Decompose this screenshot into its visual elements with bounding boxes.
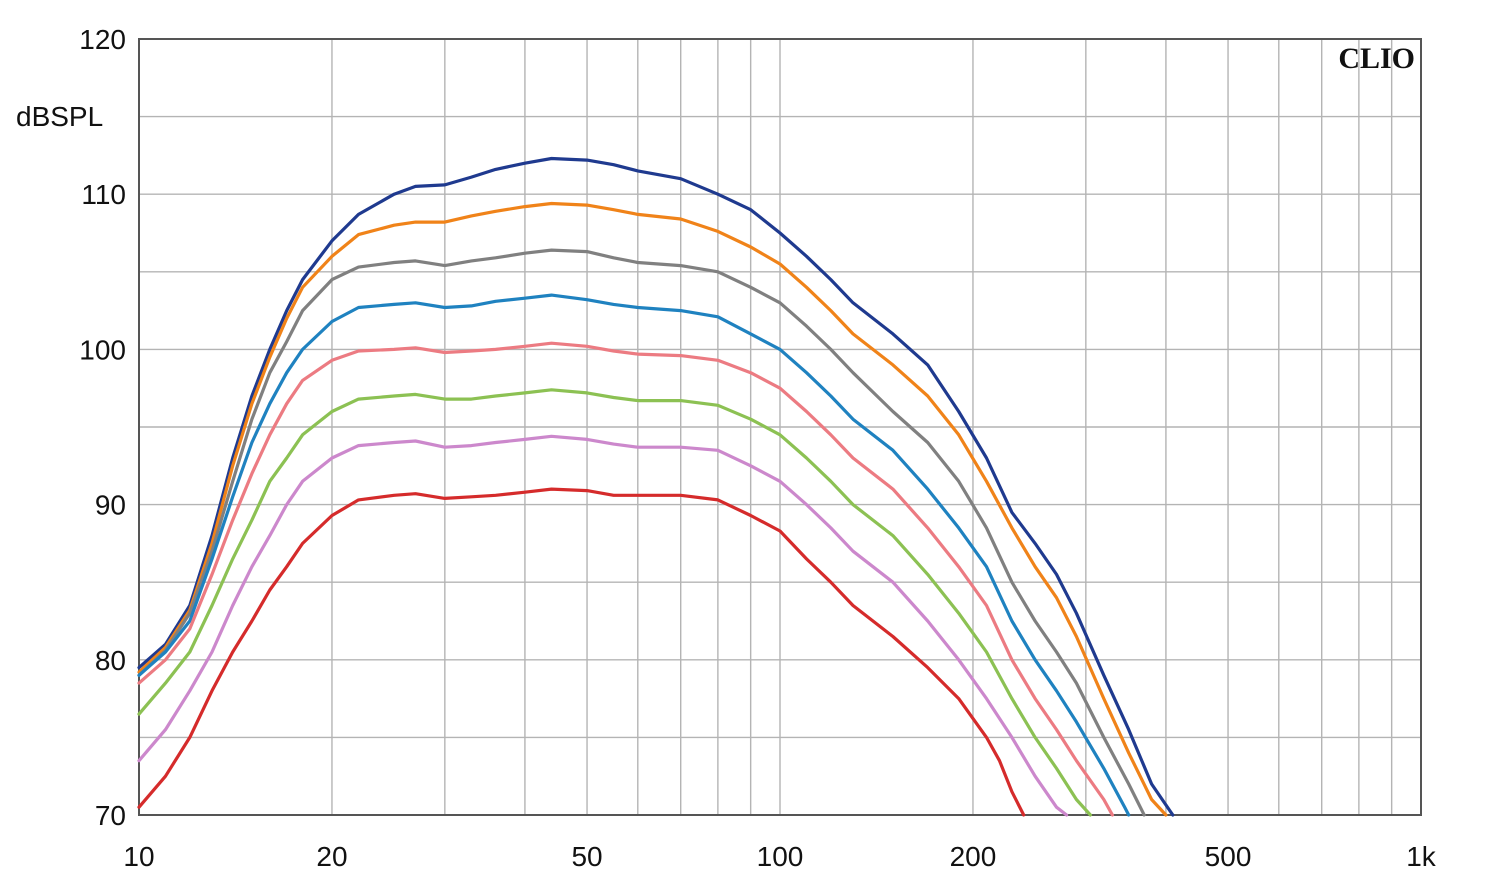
series-group [137, 156, 1175, 817]
x-tick-label: 50 [571, 841, 602, 872]
series-line-1 [137, 156, 1175, 817]
y-tick-label: 100 [79, 334, 126, 365]
x-tick-label: 100 [757, 841, 804, 872]
series-line-5 [137, 341, 1114, 817]
series-line-4 [137, 293, 1131, 817]
x-tick-label: 10 [123, 841, 154, 872]
y-tick-labels: 70 80 90 100 110 120 [79, 24, 126, 831]
y-tick-label: 110 [81, 179, 126, 210]
brand-logo-text: CLIO [1338, 42, 1415, 75]
x-tick-label: 200 [950, 841, 997, 872]
series-line-8 [137, 487, 1026, 817]
grid [138, 38, 1422, 816]
y-tick-label: 120 [79, 24, 126, 55]
series-line-3 [137, 248, 1146, 817]
y-tick-label: 70 [95, 800, 126, 831]
series-line-7 [137, 434, 1069, 817]
y-axis-label: dBSPL [16, 101, 103, 132]
x-tick-labels: 10 20 50 100 200 500 1k [123, 841, 1436, 872]
series-line-6 [137, 388, 1092, 817]
x-tick-label: 500 [1205, 841, 1252, 872]
y-tick-label: 80 [95, 645, 126, 676]
x-tick-label: 20 [316, 841, 347, 872]
y-tick-label: 90 [95, 490, 126, 521]
x-tick-label: 1k [1406, 841, 1437, 872]
plot-frame [138, 38, 1422, 816]
series-line-2 [137, 201, 1168, 817]
